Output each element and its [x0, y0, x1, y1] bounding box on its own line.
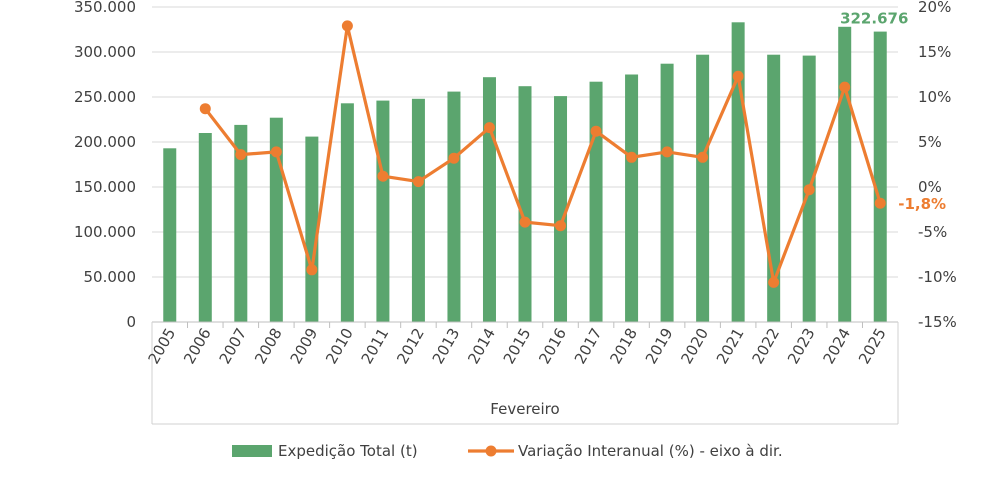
x-tick-label: 2018	[606, 325, 641, 367]
legend: Expedição Total (t) Variação Interanual (…	[232, 442, 783, 460]
right-tick-label: -10%	[918, 268, 957, 286]
x-tick-label: 2006	[180, 325, 215, 367]
bar	[554, 96, 568, 322]
line-point	[555, 220, 567, 232]
x-tick-label: 2021	[713, 325, 748, 367]
bar	[340, 103, 354, 322]
right-tick-label: 20%	[918, 0, 951, 16]
right-axis: -15% -10% -5% 0% 5% 10% 15% 20%	[918, 0, 957, 331]
x-tick-label: 2017	[571, 325, 606, 367]
line-point	[377, 170, 389, 182]
line-series	[199, 20, 886, 288]
line-point	[519, 216, 531, 228]
data-labels: 322.676 -1,8%	[840, 10, 946, 214]
x-tick-label: 2019	[642, 325, 677, 367]
bar	[696, 54, 710, 322]
left-tick-label: 50.000	[84, 268, 137, 286]
x-tick-label: 2007	[216, 325, 251, 367]
right-tick-label: 15%	[918, 43, 951, 61]
x-tick-label: 2024	[819, 325, 854, 367]
category-axis-frame	[151, 321, 899, 425]
bar	[305, 136, 319, 322]
bar	[625, 74, 639, 322]
line-point	[874, 197, 886, 209]
left-tick-label: 100.000	[74, 223, 136, 241]
x-tick-label: 2013	[429, 325, 464, 367]
line-point	[626, 151, 638, 163]
line-point	[768, 276, 780, 288]
left-axis: 0 50.000 100.000 150.000 200.000 250.000 300.0…	[74, 0, 136, 331]
x-tick-label: 2023	[784, 325, 819, 367]
data-label: 322.676	[840, 10, 908, 28]
bar	[838, 26, 852, 323]
bar	[234, 124, 248, 323]
right-tick-label: 5%	[918, 133, 942, 151]
right-tick-label: -15%	[918, 313, 957, 331]
bar	[482, 77, 496, 322]
bar-series	[163, 22, 887, 323]
legend-swatch-marker	[485, 445, 497, 457]
bar	[269, 117, 283, 322]
line-point	[697, 151, 709, 163]
x-axis-title: Fevereiro	[490, 400, 559, 418]
x-tick-label: 2020	[677, 325, 712, 367]
x-tick-label: 2015	[500, 325, 535, 367]
right-tick-label: -5%	[918, 223, 947, 241]
bar	[376, 100, 390, 322]
right-tick-label: 0%	[918, 178, 942, 196]
bar	[518, 86, 532, 322]
line-point	[341, 20, 353, 32]
line-point	[483, 122, 495, 134]
line-point	[270, 146, 282, 158]
line-point	[412, 176, 424, 188]
x-tick-label: 2014	[464, 325, 499, 367]
bar	[198, 133, 212, 322]
left-tick-label: 150.000	[74, 178, 136, 196]
line-point	[803, 184, 815, 196]
left-tick-label: 250.000	[74, 88, 136, 106]
bar	[589, 81, 603, 322]
bar	[411, 98, 425, 322]
x-axis: 2005 2006 2007 2008 2009 2010 2011 2012 2013 2014…	[145, 325, 890, 367]
x-tick-label: 2005	[145, 325, 180, 367]
x-tick-label: 2010	[322, 325, 357, 367]
bar	[873, 31, 887, 322]
legend-swatch-bar	[232, 445, 272, 457]
x-tick-label: 2012	[393, 325, 428, 367]
line-point	[235, 149, 247, 161]
line-point	[839, 81, 851, 93]
data-label: -1,8%	[898, 195, 946, 213]
left-tick-label: 0	[126, 313, 136, 331]
bar	[660, 63, 674, 322]
x-tick-label: 2016	[535, 325, 570, 367]
bar	[447, 91, 461, 322]
x-tick-label: 2008	[251, 325, 286, 367]
x-tick-label: 2025	[855, 325, 890, 367]
x-tick-label: 2022	[748, 325, 783, 367]
line-point	[306, 264, 318, 276]
bar	[731, 22, 745, 323]
legend-label: Variação Interanual (%) - eixo à dir.	[518, 442, 783, 460]
line-point	[448, 152, 460, 164]
right-tick-label: 10%	[918, 88, 951, 106]
legend-label: Expedição Total (t)	[278, 442, 418, 460]
x-tick-label: 2009	[287, 325, 322, 367]
left-tick-label: 300.000	[74, 43, 136, 61]
left-tick-label: 350.000	[74, 0, 136, 16]
bar	[163, 148, 177, 322]
x-tick-label: 2011	[358, 325, 393, 367]
line-point	[732, 70, 744, 82]
line-point	[590, 125, 602, 137]
left-tick-label: 200.000	[74, 133, 136, 151]
line-point	[199, 103, 211, 115]
line-path	[204, 24, 882, 284]
line-point	[661, 146, 673, 158]
